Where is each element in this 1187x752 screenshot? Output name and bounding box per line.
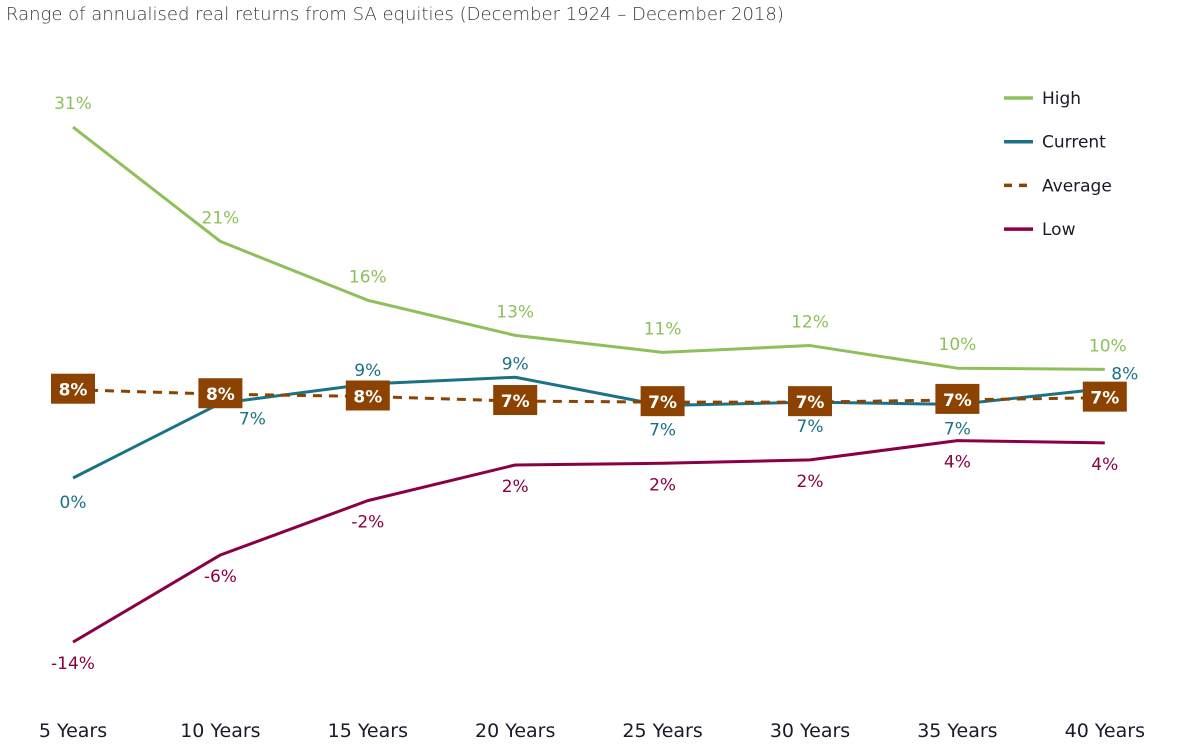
data-label-low: 2%	[797, 472, 824, 492]
series-line-current	[72, 375, 1105, 480]
series-line-high	[72, 125, 1105, 371]
series-line-low	[72, 439, 1105, 644]
data-label-high: 12%	[791, 313, 829, 333]
average-label-box	[788, 386, 832, 417]
data-label-high: 16%	[349, 267, 387, 287]
data-label-current: 7%	[944, 419, 971, 439]
chart-title: Range of annualised real returns from SA…	[6, 4, 784, 25]
data-label-average: 8%	[353, 387, 382, 407]
legend-label-average: Average	[1042, 176, 1112, 196]
average-label-box	[493, 385, 538, 416]
data-label-current: 7%	[649, 421, 676, 441]
x-tick-label: 40 Years	[1065, 720, 1145, 742]
data-label-average: 7%	[943, 391, 972, 411]
data-label-high: 10%	[939, 335, 977, 355]
data-label-low: 4%	[944, 453, 971, 473]
x-tick-label: 30 Years	[770, 720, 850, 742]
data-label-low: -6%	[204, 567, 237, 587]
data-label-current: 9%	[354, 361, 381, 381]
data-label-current: 7%	[797, 417, 824, 437]
x-tick-label: 5 Years	[39, 720, 107, 742]
average-label-box	[345, 380, 390, 411]
data-label-average: 8%	[59, 381, 88, 401]
data-label-average: 7%	[796, 393, 825, 413]
data-label-average: 8%	[206, 385, 235, 405]
average-label-box	[198, 378, 243, 409]
data-label-average: 7%	[1090, 389, 1119, 409]
data-label-low: 4%	[1091, 455, 1118, 475]
x-tick-label: 35 Years	[917, 720, 997, 742]
data-label-high: 11%	[644, 319, 682, 339]
data-label-current: 9%	[502, 354, 529, 374]
data-label-high: 13%	[496, 302, 534, 322]
legend-label-low: Low	[1042, 220, 1076, 240]
legend-label-current: Current	[1042, 133, 1106, 153]
x-tick-label: 25 Years	[622, 720, 702, 742]
average-label-box	[935, 383, 980, 414]
data-label-high: 31%	[54, 94, 92, 114]
average-label-box	[640, 386, 685, 417]
data-label-current: 8%	[1111, 365, 1138, 385]
data-label-low: -14%	[51, 654, 95, 674]
data-label-current: 7%	[239, 409, 266, 429]
data-label-current: 0%	[60, 493, 87, 513]
data-label-low: 2%	[502, 477, 529, 497]
x-tick-label: 20 Years	[475, 720, 555, 742]
average-label-box	[1082, 381, 1127, 412]
legend-label-high: High	[1042, 89, 1081, 109]
x-tick-label: 10 Years	[180, 720, 260, 742]
data-label-low: -2%	[351, 513, 384, 533]
x-tick-label: 15 Years	[328, 720, 408, 742]
data-label-average: 7%	[648, 393, 677, 413]
series-line-average	[72, 388, 1105, 404]
data-label-high: 21%	[202, 208, 240, 228]
average-label-box	[51, 373, 95, 404]
data-label-low: 2%	[649, 475, 676, 495]
data-label-average: 7%	[501, 392, 530, 412]
data-label-high: 10%	[1089, 336, 1127, 356]
